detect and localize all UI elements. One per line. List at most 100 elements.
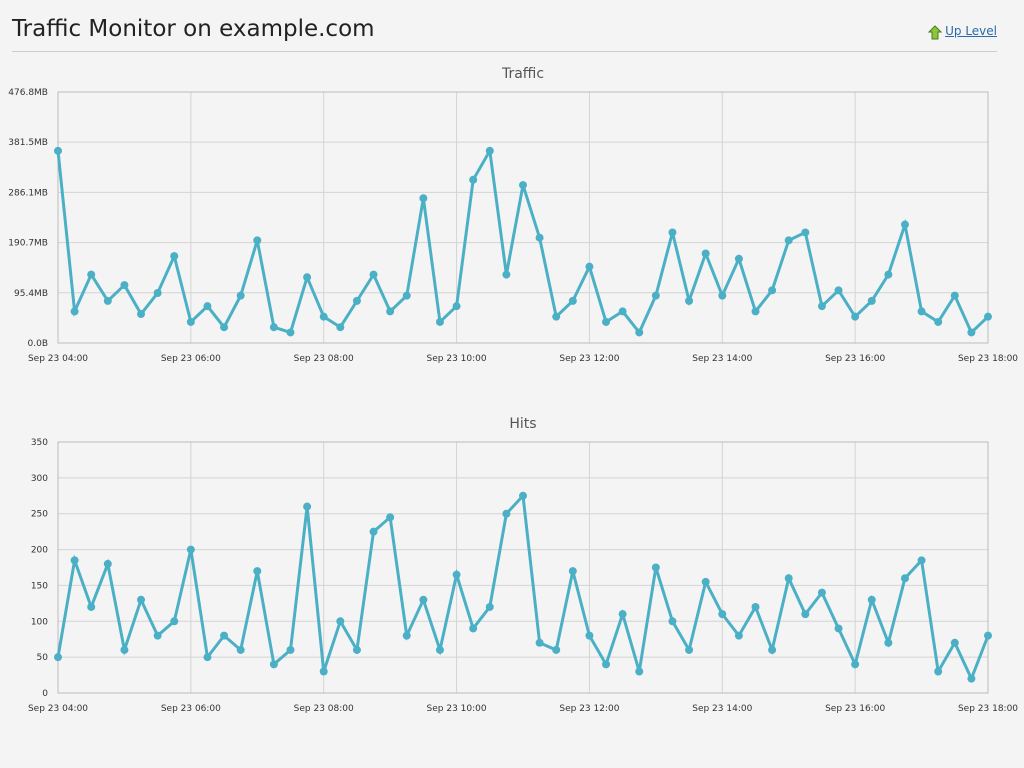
up-level-link[interactable]: Up Level — [945, 24, 997, 38]
x-tick-label: Sep 23 04:00 — [28, 704, 88, 714]
y-tick-label: 150 — [31, 581, 48, 591]
data-point — [950, 638, 959, 647]
data-point — [751, 602, 760, 611]
data-point — [435, 645, 444, 654]
x-tick-label: Sep 23 08:00 — [294, 354, 354, 364]
data-point — [54, 146, 62, 155]
data-point — [552, 312, 561, 321]
data-point — [319, 667, 328, 676]
data-point — [469, 624, 478, 633]
data-point — [386, 513, 395, 522]
data-point — [402, 631, 411, 640]
series-line — [56, 492, 990, 683]
data-point — [768, 286, 777, 295]
data-point — [701, 577, 710, 586]
data-point — [519, 181, 527, 190]
y-tick-label: 190.7MB — [8, 239, 48, 249]
data-point — [103, 296, 112, 305]
y-tick-label: 250 — [31, 510, 48, 520]
x-tick-label: Sep 23 10:00 — [427, 354, 487, 364]
data-point — [336, 323, 345, 332]
data-point — [269, 660, 278, 669]
data-point — [867, 595, 876, 604]
y-tick-label: 476.8MB — [8, 88, 48, 98]
page-title: Traffic Monitor on example.com — [12, 16, 375, 42]
data-point — [851, 660, 860, 669]
data-point — [618, 307, 627, 316]
data-point — [286, 328, 295, 337]
data-point — [485, 602, 494, 611]
data-point — [585, 631, 594, 640]
data-point — [917, 556, 926, 565]
x-tick-label: Sep 23 12:00 — [559, 704, 619, 714]
plot-frame — [57, 441, 989, 694]
data-point — [186, 317, 195, 326]
data-point — [485, 146, 494, 155]
data-point — [253, 236, 262, 245]
data-point — [519, 491, 527, 500]
data-point — [635, 667, 644, 676]
data-point — [635, 328, 644, 337]
data-point — [369, 527, 378, 536]
series-line — [56, 146, 990, 336]
data-point — [718, 291, 727, 300]
data-point — [203, 653, 212, 662]
data-point — [70, 556, 79, 565]
y-tick-label: 100 — [31, 617, 48, 627]
x-tick-label: Sep 23 08:00 — [294, 704, 354, 714]
data-point — [137, 310, 146, 319]
data-point — [568, 567, 577, 576]
data-point — [319, 312, 328, 321]
data-point — [170, 617, 179, 626]
y-tick-label: 0.0B — [28, 339, 49, 349]
data-point — [352, 645, 361, 654]
data-point — [502, 509, 511, 518]
data-point — [784, 574, 793, 583]
x-tick-label: Sep 23 16:00 — [825, 704, 885, 714]
data-point — [984, 631, 992, 640]
data-point — [884, 638, 893, 647]
chart-title: Traffic — [501, 66, 544, 82]
x-tick-label: Sep 23 14:00 — [692, 704, 752, 714]
data-point — [834, 286, 843, 295]
data-point — [602, 317, 611, 326]
chart-title: Hits — [509, 416, 536, 432]
data-point — [203, 302, 212, 311]
data-point — [452, 302, 461, 311]
data-point — [236, 291, 245, 300]
data-point — [817, 588, 826, 597]
data-point — [851, 312, 860, 321]
data-point — [817, 302, 826, 311]
x-tick-label: Sep 23 18:00 — [958, 704, 1018, 714]
data-point — [336, 617, 345, 626]
data-point — [751, 307, 760, 316]
data-point — [602, 660, 611, 669]
data-point — [153, 631, 162, 640]
data-point — [120, 645, 129, 654]
data-point — [103, 559, 112, 568]
data-point — [153, 288, 162, 297]
data-point — [87, 270, 96, 279]
y-tick-label: 350 — [31, 438, 48, 448]
x-tick-label: Sep 23 04:00 — [28, 354, 88, 364]
data-point — [618, 610, 627, 619]
data-point — [701, 249, 710, 258]
data-point — [303, 502, 312, 511]
data-point — [435, 317, 444, 326]
y-tick-label: 300 — [31, 474, 48, 484]
data-point — [784, 236, 793, 245]
data-point — [286, 645, 295, 654]
data-point — [535, 638, 544, 647]
data-point — [236, 645, 245, 654]
data-point — [253, 567, 262, 576]
data-point — [585, 262, 594, 271]
up-icon — [928, 25, 942, 40]
data-point — [369, 270, 378, 279]
x-tick-label: Sep 23 10:00 — [427, 704, 487, 714]
data-point — [685, 645, 694, 654]
y-tick-label: 50 — [37, 653, 49, 663]
data-point — [668, 617, 677, 626]
data-point — [220, 323, 229, 332]
